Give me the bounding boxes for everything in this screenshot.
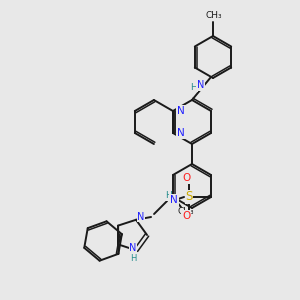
Text: H: H xyxy=(165,191,171,200)
Text: O: O xyxy=(182,173,190,183)
Text: CH₃: CH₃ xyxy=(178,208,194,217)
Text: N: N xyxy=(137,212,145,222)
Text: S: S xyxy=(185,190,193,203)
Text: H: H xyxy=(130,254,136,263)
Text: N: N xyxy=(197,80,204,90)
Text: H: H xyxy=(190,82,197,91)
Text: N: N xyxy=(177,106,185,116)
Text: N: N xyxy=(170,195,178,205)
Text: N: N xyxy=(129,243,137,253)
Text: CH₃: CH₃ xyxy=(206,11,222,20)
Text: N: N xyxy=(177,128,185,138)
Text: O: O xyxy=(182,211,190,221)
